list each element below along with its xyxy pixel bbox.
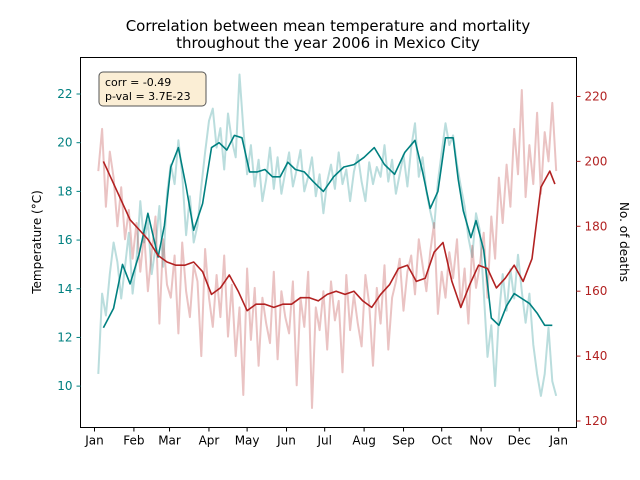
chart-title-line: Correlation between mean temperature and… bbox=[126, 17, 531, 35]
x-tick-label: Jun bbox=[276, 434, 296, 448]
y-right-tick-label: 120 bbox=[585, 414, 608, 428]
x-tick-label: Jan bbox=[548, 434, 568, 448]
x-tick-label: Oct bbox=[431, 434, 452, 448]
y-axis-label-left: Temperature (°C) bbox=[30, 190, 44, 295]
x-tick-label: Feb bbox=[123, 434, 144, 448]
y-left-tick-label: 20 bbox=[57, 136, 72, 150]
x-tick-label: Apr bbox=[199, 434, 220, 448]
x-tick-label: Nov bbox=[469, 434, 492, 448]
x-tick-label: Jan bbox=[84, 434, 104, 448]
chart-title: Correlation between mean temperature and… bbox=[126, 17, 531, 52]
y-right-tick-label: 160 bbox=[585, 284, 608, 298]
y-left-tick-label: 18 bbox=[57, 184, 72, 198]
y-axis-right: 120 140 160 180 200 220 bbox=[576, 89, 608, 428]
x-tick-label: Aug bbox=[352, 434, 375, 448]
x-tick-label: Jul bbox=[316, 434, 331, 448]
series-deaths-smoothed bbox=[102, 161, 556, 312]
x-tick-label: Dec bbox=[508, 434, 531, 448]
y-right-tick-label: 220 bbox=[585, 89, 608, 103]
series-temperature-raw bbox=[97, 73, 558, 397]
plot-frame bbox=[80, 57, 577, 428]
x-tick-label: Mar bbox=[158, 434, 181, 448]
y-axis-label-right: No. of deaths bbox=[617, 202, 631, 282]
y-right-tick-label: 140 bbox=[585, 349, 608, 363]
y-left-tick-label: 14 bbox=[57, 282, 72, 296]
y-left-tick-label: 16 bbox=[57, 233, 72, 247]
y-right-tick-label: 180 bbox=[585, 219, 608, 233]
series-deaths-raw bbox=[97, 89, 558, 409]
y-left-tick-label: 22 bbox=[57, 87, 72, 101]
chart-title-line: throughout the year 2006 in Mexico City bbox=[176, 34, 480, 52]
y-right-tick-label: 200 bbox=[585, 154, 608, 168]
x-tick-label: Sep bbox=[392, 434, 415, 448]
stats-pval: p-val = 3.7E-23 bbox=[105, 90, 191, 103]
smoothed-series-layer bbox=[102, 134, 556, 329]
raw-series-layer bbox=[97, 73, 558, 409]
y-left-tick-label: 12 bbox=[57, 330, 72, 344]
x-tick-label: May bbox=[235, 434, 260, 448]
stats-annotation-box bbox=[98, 71, 207, 107]
x-axis: Jan Feb Mar Apr May Jun Jul Aug Sep Oct Nov Dec Jan bbox=[84, 427, 568, 448]
series-temperature-smoothed bbox=[102, 134, 553, 329]
y-left-tick-label: 10 bbox=[57, 379, 72, 393]
stats-corr: corr = -0.49 bbox=[105, 76, 171, 89]
y-axis-left: 10 12 14 16 18 20 22 bbox=[57, 87, 81, 393]
stats-annotation: corr = -0.49 p-val = 3.7E-23 bbox=[98, 71, 207, 107]
